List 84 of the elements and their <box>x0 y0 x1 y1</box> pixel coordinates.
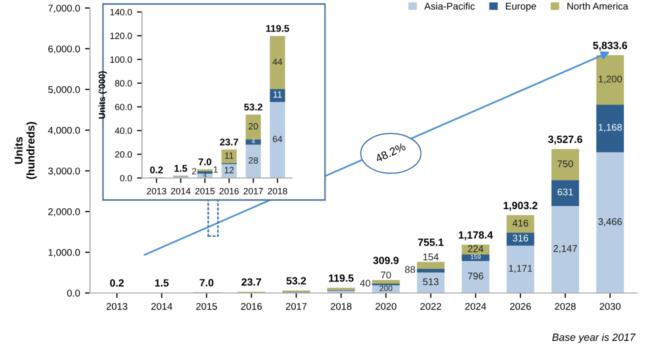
x-tick-label: 2020 <box>376 302 396 310</box>
total-label: 309.9 <box>373 256 399 264</box>
total-label: 7.0 <box>198 158 212 166</box>
x-tick-label: 2017 <box>244 188 263 194</box>
y-tick-label: 120.0 <box>110 32 132 40</box>
text: Base year is 2017 <box>552 333 636 343</box>
y-tick-label: 2,000.0 <box>48 208 80 216</box>
y-tick-label: 60.0 <box>115 104 132 110</box>
total-label: 7.0 <box>200 279 214 286</box>
total-label: 23.7 <box>220 138 238 146</box>
annotation: 48.2% <box>374 142 406 163</box>
total-label: 3,527.6 <box>548 136 582 145</box>
data-label: 224 <box>468 245 484 252</box>
y-tick-label: 0.0 <box>67 290 80 297</box>
x-tick-label: 2017 <box>286 302 307 310</box>
x-tick-label: 2024 <box>465 302 486 310</box>
y-tick-label: 40.0 <box>114 128 132 134</box>
total-label: 1,178.4 <box>458 231 493 240</box>
legend-label: Europe <box>506 2 536 12</box>
data-label: 20 <box>248 123 258 130</box>
legend-label: North America <box>567 2 628 10</box>
data-label: 3,466 <box>598 218 622 226</box>
data-label: 12 <box>224 166 234 174</box>
x-tick-label: 2018 <box>268 188 288 194</box>
total-label: 755.1 <box>418 238 444 246</box>
y-axis-title: Units (hundreds) <box>14 122 37 179</box>
data-label: 316 <box>512 234 528 242</box>
data-label: 1,168 <box>598 124 622 132</box>
data-label: 88 <box>405 266 416 273</box>
total-label: 1,903.2 <box>504 202 538 211</box>
y-tick-label: 80.0 <box>115 80 132 87</box>
x-tick-label: 2022 <box>420 302 442 310</box>
total-label: 23.7 <box>242 278 262 286</box>
data-label: 11 <box>273 91 282 98</box>
data-label: 64 <box>272 136 282 142</box>
total-label: 119.5 <box>328 274 354 282</box>
data-label: 796 <box>468 272 484 280</box>
data-label: 2 <box>192 168 196 174</box>
y-tick-label: 3,000.0 <box>48 168 80 176</box>
total-label: 0.2 <box>110 279 124 287</box>
x-tick-label: 2014 <box>171 188 190 194</box>
data-label: 1,171 <box>509 264 532 273</box>
total-label: 0.2 <box>150 166 163 174</box>
data-label: 70 <box>381 272 391 278</box>
legend-label: Asia-Pacific <box>424 2 475 10</box>
x-tick-label: 2026 <box>510 302 531 310</box>
y-tick-label: 6,000.0 <box>48 45 80 54</box>
y-tick-label: 0.0 <box>120 174 132 182</box>
data-label: 11 <box>225 152 234 159</box>
x-tick-label: 2015 <box>195 188 215 194</box>
total-label: 53.2 <box>286 277 306 285</box>
data-label: 44 <box>272 58 282 65</box>
y-tick-label: 1,000.0 <box>48 249 80 258</box>
data-label: 2,147 <box>554 245 577 254</box>
total-label: 1.5 <box>174 165 188 172</box>
data-label: 631 <box>558 188 573 196</box>
y-tick-label: 140.0 <box>110 8 132 16</box>
total-label: 53.2 <box>244 104 262 111</box>
data-label: 40 <box>360 280 370 287</box>
x-tick-label: 2016 <box>220 188 239 194</box>
data-label: 513 <box>423 278 438 286</box>
total-label: 119.5 <box>266 25 290 32</box>
x-tick-label: 2016 <box>241 302 262 310</box>
data-label: 1,200 <box>598 76 622 84</box>
y-tick-label: 20.0 <box>115 151 132 158</box>
y-tick-label: 100.0 <box>110 56 132 63</box>
x-tick-label: 2014 <box>151 302 172 310</box>
x-tick-label: 2030 <box>600 302 621 310</box>
x-tick-label: 2013 <box>146 188 166 194</box>
x-tick-label: 2013 <box>106 302 128 310</box>
data-label: 28 <box>248 157 258 164</box>
y-tick-label: 7,000.0 <box>48 4 80 13</box>
y-axis-title: Units ('000) <box>98 71 107 119</box>
y-tick-label: 5,000.0 <box>48 86 80 94</box>
data-label: 750 <box>558 160 573 168</box>
x-tick-label: 2015 <box>196 302 217 310</box>
y-tick-label: 4,000.0 <box>48 126 80 135</box>
total-label: 5,833.6 <box>593 42 628 51</box>
x-tick-label: 2028 <box>554 302 576 310</box>
data-label: 1 <box>214 166 218 173</box>
data-label: 154 <box>423 254 439 260</box>
data-label: 416 <box>512 220 528 227</box>
x-tick-label: 2018 <box>330 302 352 310</box>
total-label: 1.5 <box>155 279 169 287</box>
